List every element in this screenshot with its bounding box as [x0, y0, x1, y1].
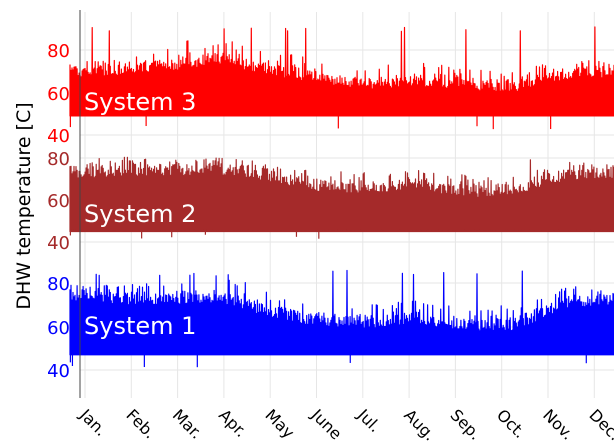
series-2-signal — [69, 156, 614, 233]
y-axis-label: DHW temperature [C] — [13, 102, 35, 309]
y-tick-label: 60 — [47, 84, 70, 105]
x-tick-label: Oct. — [493, 405, 530, 442]
y-tick-label: 80 — [47, 274, 70, 295]
x-tick-label: Feb. — [122, 405, 159, 442]
series-labels: System 3 System 2 System 1 — [84, 88, 196, 340]
y-tick-label: 80 — [47, 149, 70, 170]
x-tick-label: Mar. — [169, 405, 206, 442]
series-label-1: System 1 — [84, 312, 196, 340]
y-tick-label: 80 — [47, 41, 70, 62]
x-tick-labels: Jan. Feb. Mar. Apr. May June Jul. Aug. Sep. Oct. N… — [75, 405, 614, 445]
x-tick-label: Nov. — [539, 405, 577, 443]
y-tick-label: 40 — [47, 233, 70, 254]
x-tick-label: Sep. — [447, 405, 485, 443]
y-tick-label: 40 — [47, 126, 70, 147]
x-tick-label: Jan. — [75, 405, 110, 440]
x-tick-label: Dec. — [585, 405, 614, 444]
series-layer — [69, 26, 614, 368]
y-tick-label: 60 — [47, 318, 70, 339]
x-tick-label: Jul. — [353, 405, 384, 436]
x-tick-label: Apr. — [215, 405, 251, 441]
x-tick-label: June — [307, 405, 346, 444]
x-tick-label: Aug. — [400, 405, 439, 444]
series-3-signal — [69, 269, 614, 356]
x-tick-label: May — [261, 405, 298, 442]
series-1-signal — [69, 26, 614, 117]
series-label-3: System 3 — [84, 88, 196, 116]
y-tick-label: 60 — [47, 191, 70, 212]
series-label-2: System 2 — [84, 200, 196, 228]
y-tick-label: 40 — [47, 361, 70, 382]
